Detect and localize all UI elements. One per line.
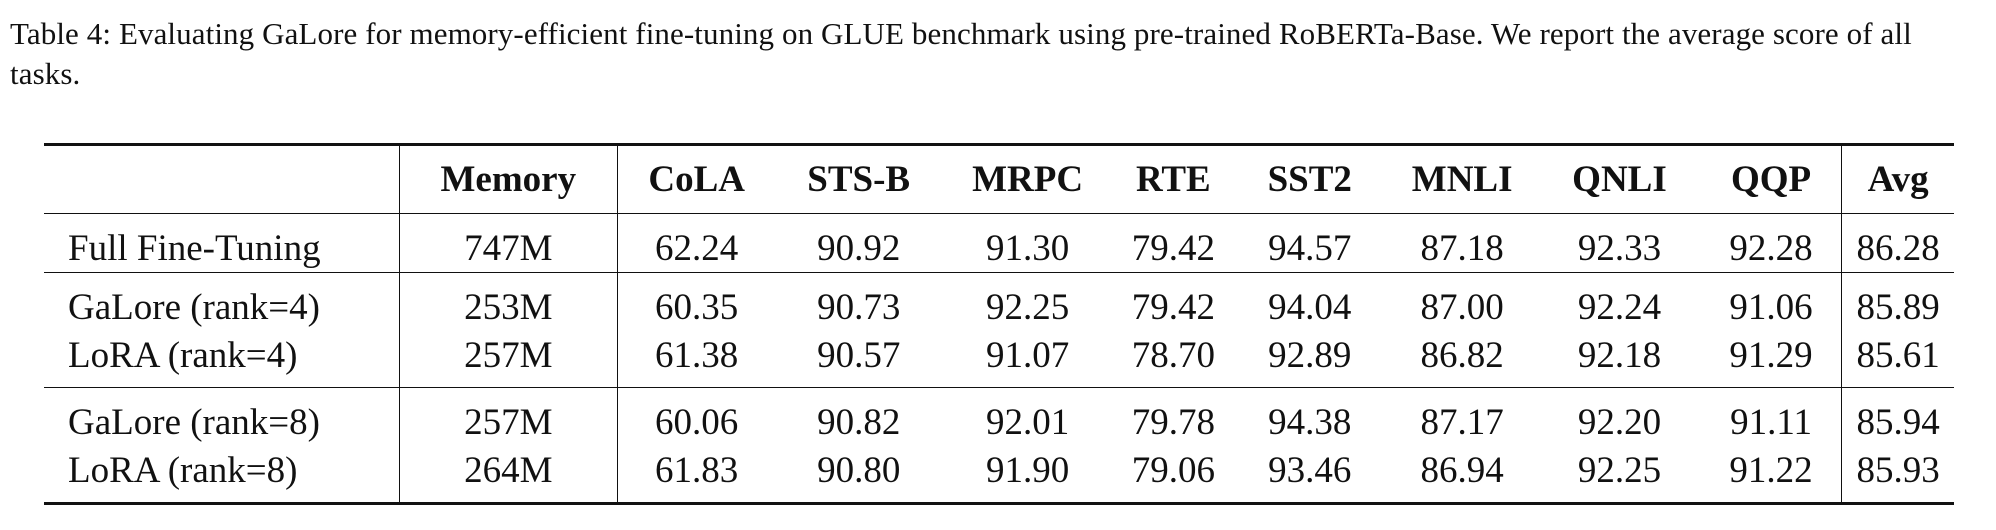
- cell-qqp: 91.29: [1700, 331, 1843, 388]
- table-row: Full Fine-Tuning 747M 62.24 90.92 91.30 …: [44, 213, 1954, 273]
- header-qqp: QQP: [1700, 143, 1843, 214]
- table-row: LoRA (rank=8) 264M 61.83 90.80 91.90 79.…: [44, 446, 1954, 505]
- cell-sst2: 92.89: [1268, 334, 1352, 376]
- header-row: Memory CoLA STS-B MRPC RTE SST2 MNLI QNL…: [44, 143, 1954, 214]
- table-row: LoRA (rank=4) 257M 61.38 90.57 91.07 78.…: [44, 331, 1954, 388]
- cell-qqp: 91.06: [1700, 272, 1843, 331]
- cell-method: Full Fine-Tuning: [44, 213, 400, 273]
- cell-qnli: 92.33: [1538, 213, 1701, 273]
- cell-method: GaLore (rank=4): [44, 272, 400, 331]
- cell-sst2: 94.04: [1233, 272, 1387, 331]
- cell-method: LoRA (rank=8): [44, 446, 400, 505]
- header-qnli: QNLI: [1538, 143, 1701, 214]
- cell-rte: 79.42: [1113, 213, 1234, 273]
- table-row: GaLore (rank=8) 257M 60.06 90.82 92.01 7…: [44, 387, 1954, 446]
- cell-qqp: 92.28: [1700, 213, 1843, 273]
- cell-avg: 85.94: [1841, 387, 1954, 446]
- cell-qnli: 92.18: [1577, 334, 1662, 376]
- cell-stsb: 90.73: [775, 272, 942, 331]
- cell-memory: 257M: [399, 387, 618, 446]
- cell-mrpc: 92.01: [941, 387, 1114, 446]
- header-mrpc: MRPC: [941, 143, 1114, 214]
- cell-mrpc: 91.90: [941, 446, 1114, 505]
- cell-rte: 79.78: [1113, 387, 1234, 446]
- cell-rte: 78.70: [1131, 334, 1215, 376]
- cell-mrpc: 91.07: [985, 334, 1070, 376]
- caption-text: Evaluating GaLore for memory-efficient f…: [10, 16, 1912, 91]
- cell-mnli: 87.17: [1386, 387, 1539, 446]
- cell-qnli: 92.25: [1538, 446, 1701, 505]
- cell-cola: 60.06: [617, 387, 776, 446]
- cell-stsb: 90.80: [775, 446, 942, 505]
- cell-qnli: 92.24: [1538, 272, 1701, 331]
- header-cola: CoLA: [617, 143, 776, 214]
- cell-sst2: 93.46: [1233, 446, 1387, 505]
- header-stsb: STS-B: [775, 143, 942, 214]
- cell-stsb: 90.57: [817, 334, 901, 376]
- cell-sst2: 94.38: [1233, 387, 1387, 446]
- cell-rte: 79.06: [1113, 446, 1234, 505]
- results-table: Memory CoLA STS-B MRPC RTE SST2 MNLI QNL…: [44, 143, 1954, 505]
- cell-avg: 85.89: [1841, 272, 1954, 331]
- cell-memory: 747M: [399, 213, 618, 273]
- cell-method: GaLore (rank=8): [44, 387, 400, 446]
- table-row: GaLore (rank=4) 253M 60.35 90.73 92.25 7…: [44, 272, 1954, 331]
- cell-mrpc: 92.25: [941, 272, 1114, 331]
- cell-qnli: 92.20: [1538, 387, 1701, 446]
- cell-cola: 60.35: [617, 272, 776, 331]
- cell-stsb: 90.92: [775, 213, 942, 273]
- header-mnli: MNLI: [1386, 143, 1539, 214]
- header-sst2: SST2: [1233, 143, 1387, 214]
- header-rte: RTE: [1113, 143, 1234, 214]
- caption-label: Table 4:: [10, 16, 112, 51]
- cell-memory: 253M: [399, 272, 618, 331]
- cell-mnli: 87.18: [1386, 213, 1539, 273]
- cell-qqp: 91.11: [1700, 387, 1843, 446]
- cell-method: LoRA (rank=4): [44, 331, 400, 388]
- cell-mrpc: 91.30: [941, 213, 1114, 273]
- table-caption: Table 4: Evaluating GaLore for memory-ef…: [10, 14, 1988, 94]
- cell-cola: 61.38: [655, 334, 739, 376]
- cell-cola: 61.83: [617, 446, 776, 505]
- cell-memory: 257M: [399, 331, 618, 388]
- cell-qqp: 91.22: [1700, 446, 1843, 505]
- cell-mnli: 87.00: [1386, 272, 1539, 331]
- header-memory: Memory: [399, 143, 618, 214]
- header-method: [44, 143, 400, 214]
- cell-avg: 85.61: [1856, 334, 1940, 376]
- cell-rte: 79.42: [1113, 272, 1234, 331]
- header-avg: Avg: [1841, 143, 1954, 214]
- cell-avg: 86.28: [1841, 213, 1954, 273]
- cell-memory: 264M: [399, 446, 618, 505]
- cell-stsb: 90.82: [775, 387, 942, 446]
- cell-cola: 62.24: [617, 213, 776, 273]
- cell-avg: 85.93: [1841, 446, 1954, 505]
- cell-sst2: 94.57: [1233, 213, 1387, 273]
- cell-mnli: 86.82: [1420, 334, 1504, 376]
- cell-mnli: 86.94: [1386, 446, 1539, 505]
